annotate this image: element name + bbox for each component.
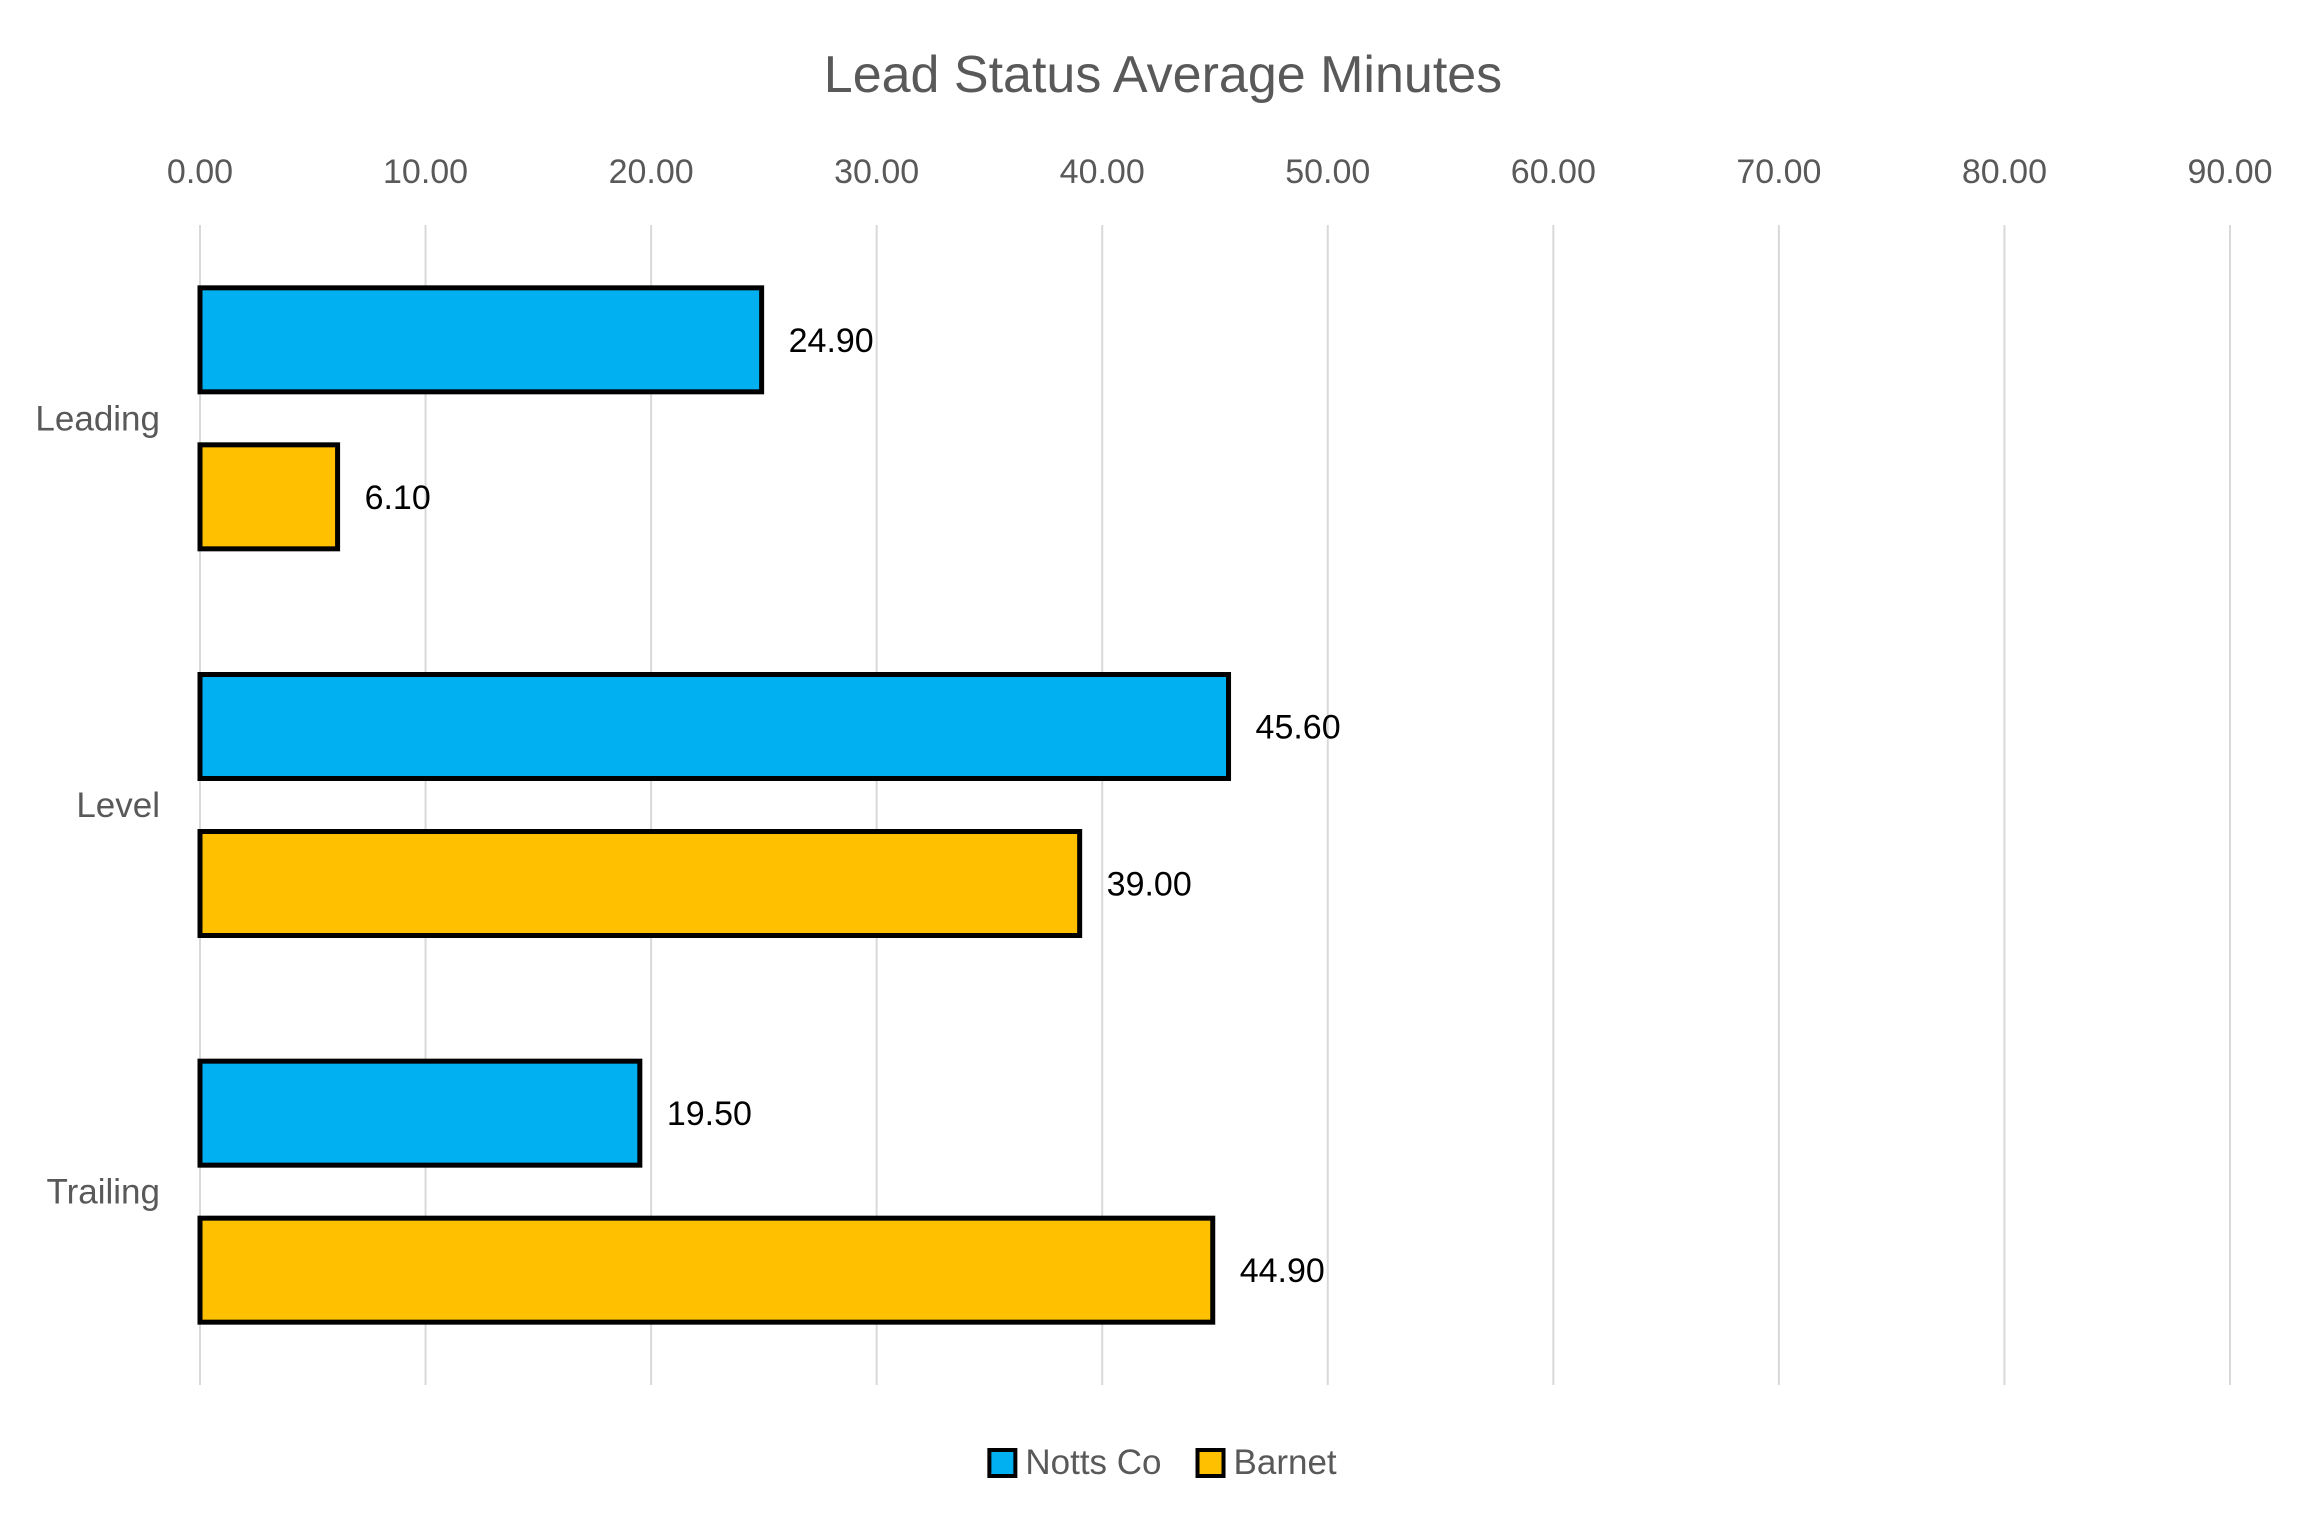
x-axis-ticks: 0.00 10.00 20.00 30.00 40.00 50.00 60.00 70.00 8… bbox=[167, 153, 2273, 191]
bar-barnet bbox=[197, 442, 341, 552]
x-tick-label: 90.00 bbox=[2187, 153, 2272, 191]
data-label: 19.50 bbox=[667, 1095, 752, 1133]
legend-label: Notts Co bbox=[1025, 1443, 1161, 1482]
chart-title: Lead Status Average Minutes bbox=[824, 46, 1502, 104]
data-label: 44.90 bbox=[1240, 1252, 1325, 1290]
data-label: 39.00 bbox=[1107, 866, 1192, 904]
category-label: Leading bbox=[35, 399, 160, 438]
bar-notts-co bbox=[197, 1058, 643, 1168]
legend-label: Barnet bbox=[1234, 1443, 1337, 1482]
legend-swatch-notts-co bbox=[987, 1448, 1018, 1478]
category-labels: Leading Level Trailing bbox=[35, 399, 160, 1211]
x-tick-label: 70.00 bbox=[1736, 153, 1821, 191]
data-labels: 24.90 6.10 45.60 39.00 19.50 44.90 bbox=[365, 322, 1341, 1290]
gridlines bbox=[199, 225, 2231, 1385]
bar-barnet bbox=[197, 1215, 1216, 1325]
data-label: 24.90 bbox=[789, 322, 874, 360]
x-tick-label: 30.00 bbox=[834, 153, 919, 191]
x-tick-label: 40.00 bbox=[1060, 153, 1145, 191]
x-tick-label: 60.00 bbox=[1511, 153, 1596, 191]
category-label: Level bbox=[76, 786, 160, 825]
category-label: Trailing bbox=[47, 1173, 160, 1212]
data-label: 45.60 bbox=[1256, 709, 1341, 747]
x-tick-label: 80.00 bbox=[1962, 153, 2047, 191]
bars bbox=[197, 285, 1232, 1325]
data-label: 6.10 bbox=[365, 479, 431, 517]
x-tick-label: 50.00 bbox=[1285, 153, 1370, 191]
x-tick-label: 10.00 bbox=[383, 153, 468, 191]
bar-notts-co bbox=[197, 285, 765, 395]
x-tick-label: 0.00 bbox=[167, 153, 233, 191]
legend: Notts Co Barnet bbox=[987, 1443, 1337, 1482]
x-tick-label: 20.00 bbox=[609, 153, 694, 191]
legend-swatch-barnet bbox=[1195, 1448, 1226, 1478]
bar-barnet bbox=[197, 829, 1083, 938]
bar-notts-co bbox=[197, 672, 1232, 781]
